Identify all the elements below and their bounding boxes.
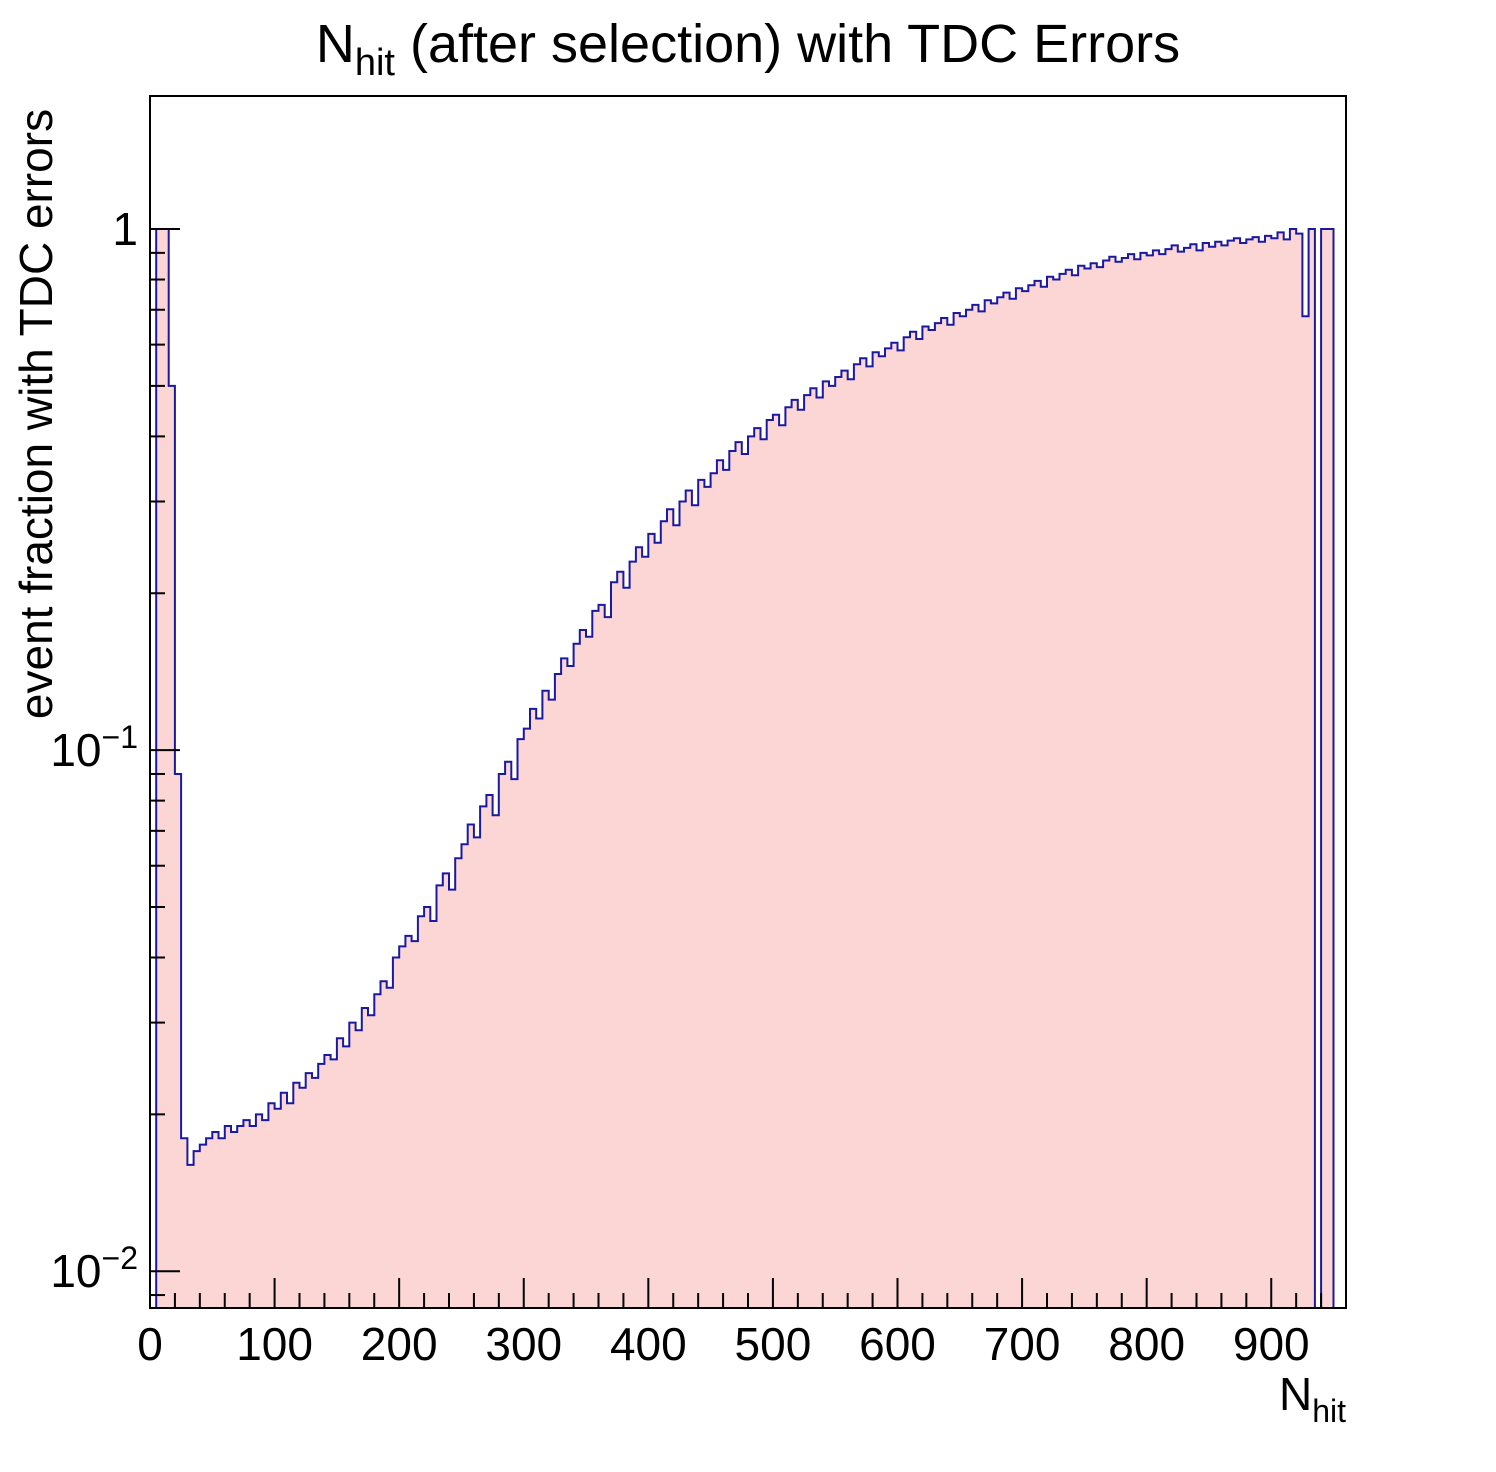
- y-axis-title: event fraction with TDC errors: [10, 109, 62, 719]
- x-tick-label: 0: [137, 1318, 163, 1370]
- x-tick-label: 900: [1233, 1318, 1310, 1370]
- x-tick-label: 300: [485, 1318, 562, 1370]
- x-tick-label: 600: [859, 1318, 936, 1370]
- y-tick-label-1e-2: 10−2: [50, 1240, 138, 1297]
- x-tick-label: 200: [361, 1318, 438, 1370]
- x-tick-label: 800: [1108, 1318, 1185, 1370]
- y-tick-label-1: 1: [112, 203, 138, 255]
- x-axis-tick-labels: 0 100 200 300 400 500 600 700 800 900: [137, 1318, 1309, 1370]
- x-tick-label: 700: [984, 1318, 1061, 1370]
- histogram-area: [150, 229, 1334, 1308]
- histogram-outline: [150, 228, 1335, 1309]
- plot-title: Nhit (after selection) with TDC Errors: [316, 14, 1180, 84]
- axis-ticks: [149, 228, 1347, 1308]
- x-axis-title: Nhit: [1279, 1368, 1346, 1429]
- x-tick-label: 400: [610, 1318, 687, 1370]
- x-tick-label: 100: [236, 1318, 313, 1370]
- x-tick-label: 500: [735, 1318, 812, 1370]
- y-tick-label-1e-1: 10−1: [50, 719, 138, 776]
